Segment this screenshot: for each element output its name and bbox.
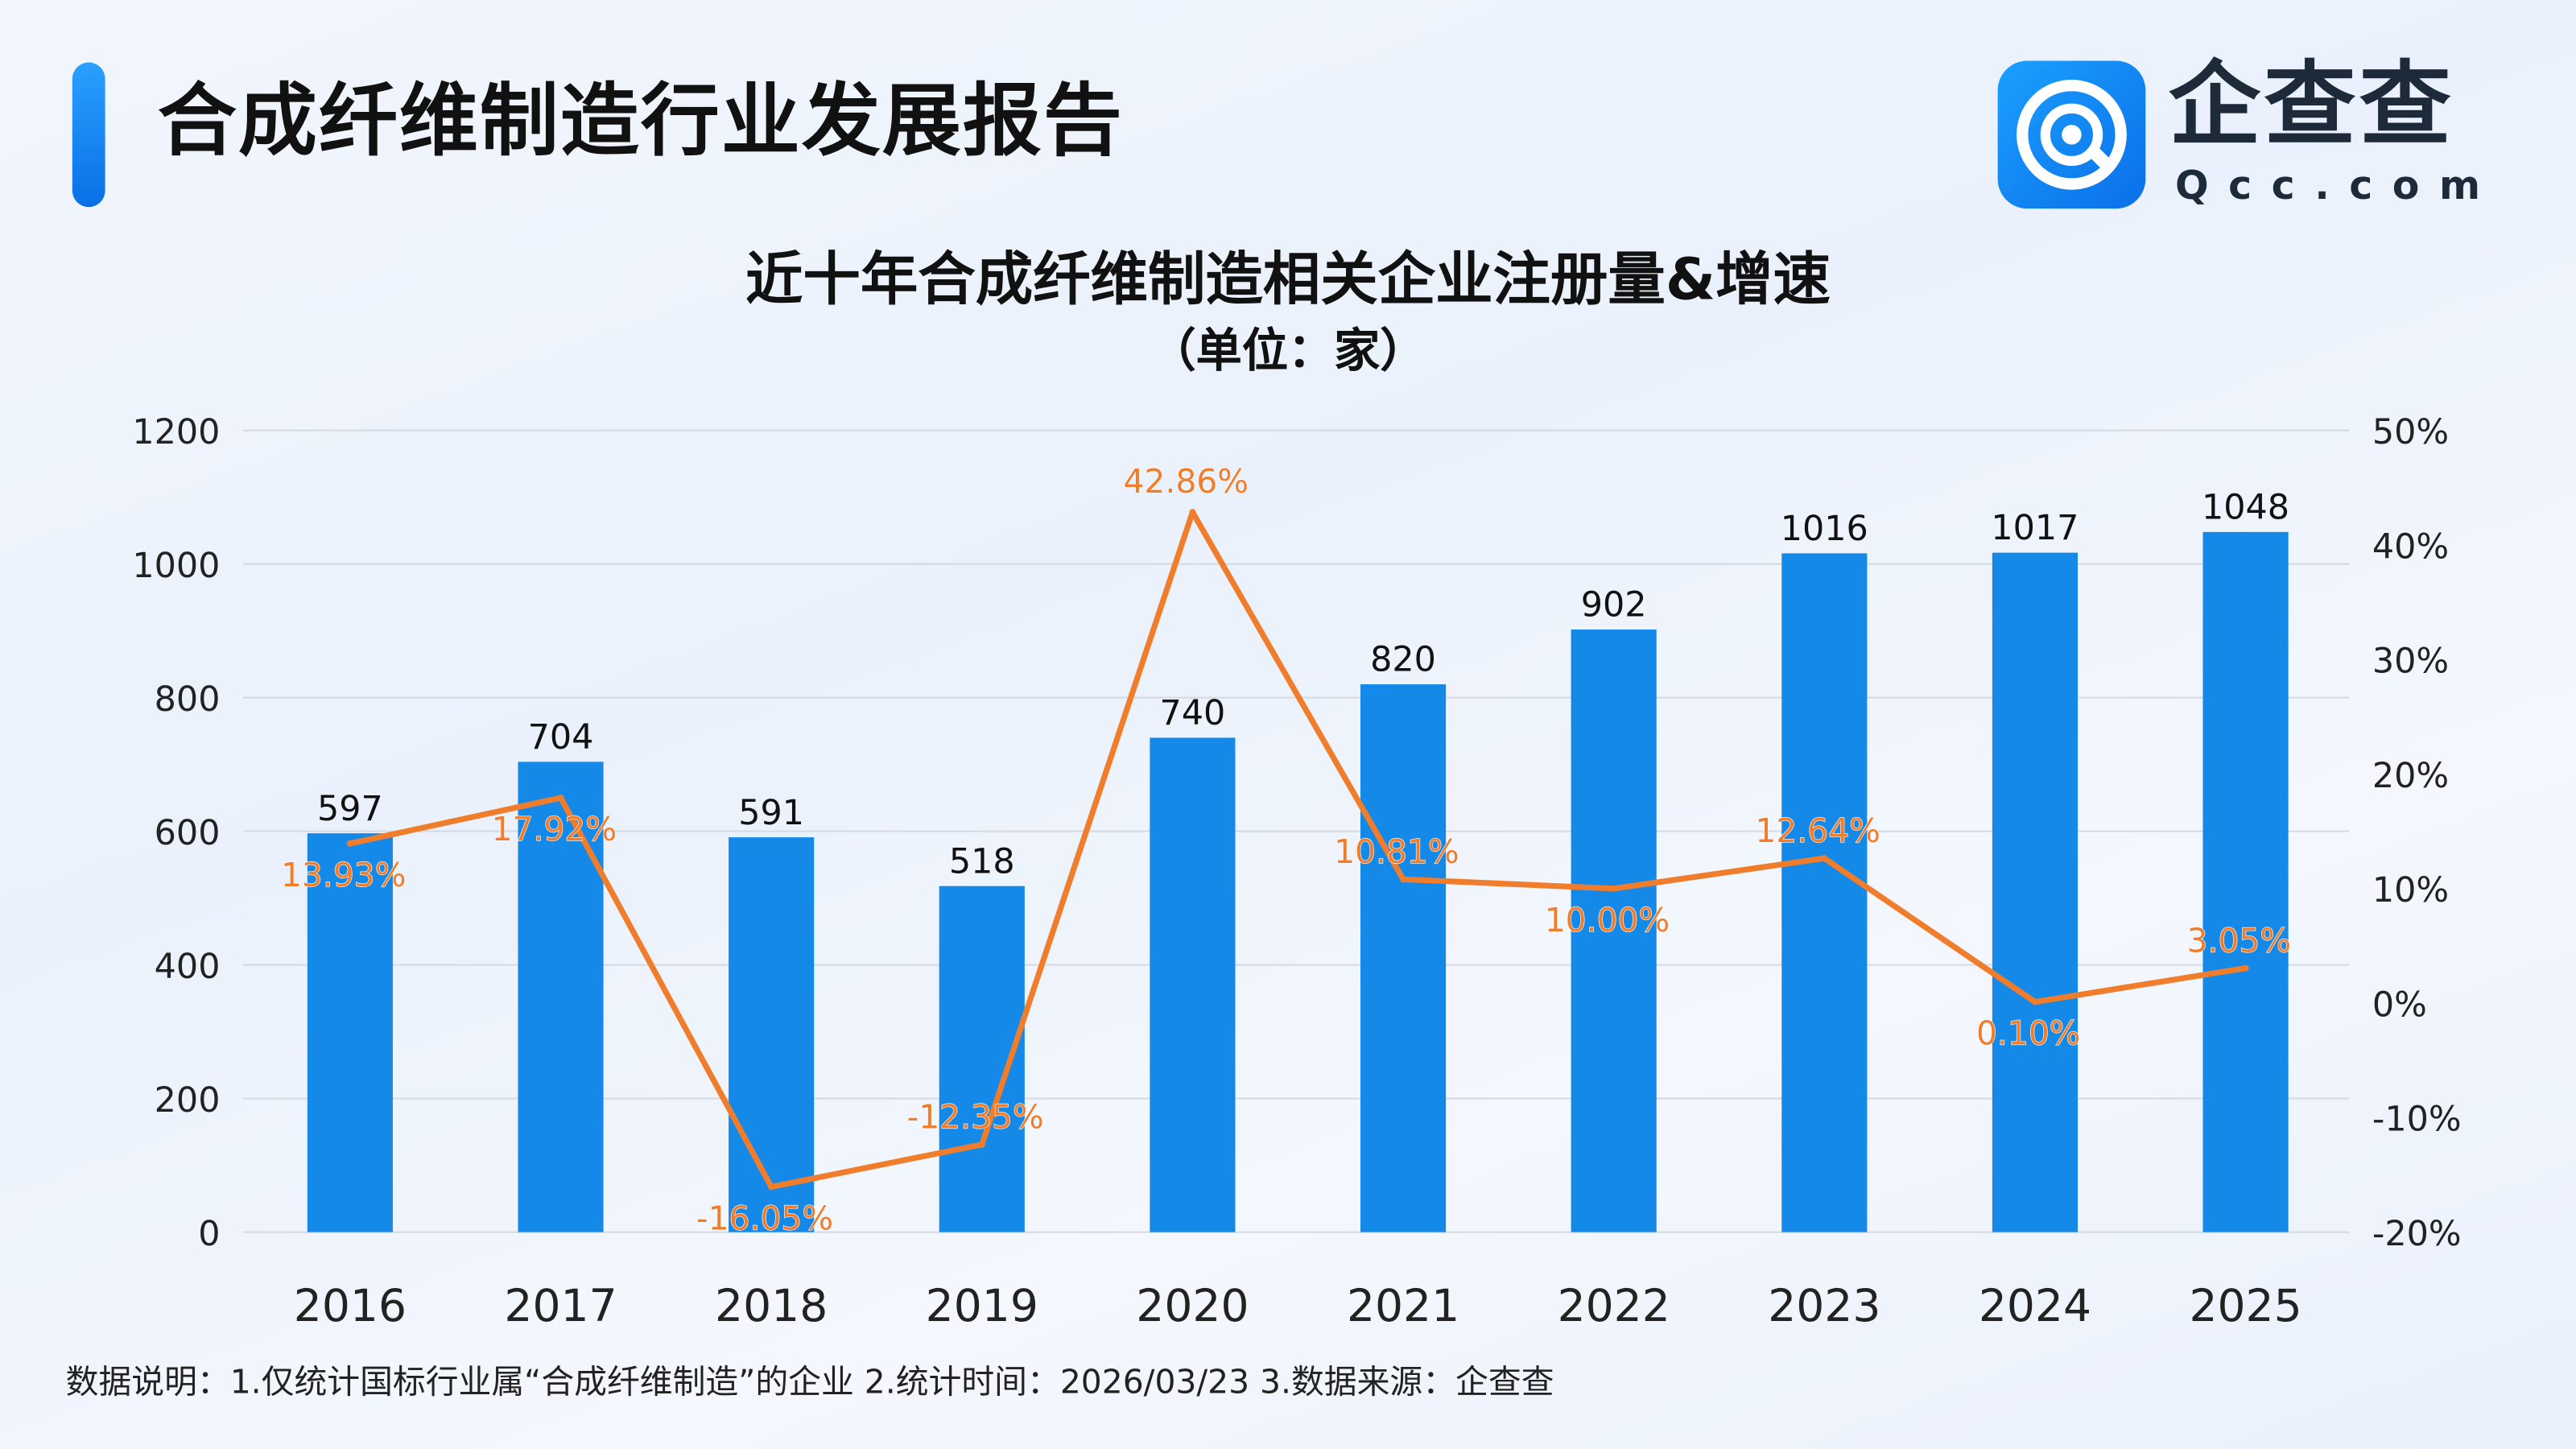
x-axis-tick: 2021	[1347, 1280, 1459, 1331]
bar-label: 1016	[1781, 509, 1868, 549]
x-axis-tick: 2016	[294, 1280, 407, 1331]
growth-label: 10.00%	[1545, 901, 1670, 939]
bar-2017	[518, 762, 604, 1232]
bar-2021	[1360, 684, 1447, 1232]
x-axis-tick: 2022	[1558, 1280, 1670, 1331]
x-axis-tick: 2020	[1136, 1280, 1249, 1331]
right-axis-tick: -10%	[2372, 1100, 2462, 1140]
growth-label: -16.05%	[696, 1199, 833, 1237]
bar-label: 1017	[1991, 508, 2079, 548]
brand-domain: Qcc.com	[2175, 163, 2500, 209]
bar-2022	[1571, 630, 1657, 1232]
growth-point	[1610, 885, 1617, 892]
brand-name: 企查查	[2168, 52, 2454, 159]
growth-label: 17.92%	[492, 810, 617, 848]
bar-2025	[2202, 531, 2289, 1232]
x-axis-tick: 2019	[926, 1280, 1038, 1331]
left-axis-tick: 400	[155, 947, 221, 987]
right-axis-tick: 30%	[2372, 642, 2449, 682]
right-axis-tick: 50%	[2372, 412, 2449, 452]
growth-label: 12.64%	[1755, 811, 1880, 850]
growth-label: 10.81%	[1334, 832, 1459, 871]
bar-label: 591	[738, 793, 804, 833]
growth-point	[557, 795, 564, 802]
growth-label: 13.93%	[281, 856, 407, 894]
growth-label: -12.35%	[906, 1097, 1043, 1136]
growth-point	[768, 1183, 775, 1191]
growth-point	[1399, 876, 1407, 883]
bar-label: 902	[1581, 585, 1647, 625]
report-title: 合成纤维制造行业发展报告	[157, 75, 1124, 168]
growth-point	[346, 840, 353, 847]
x-axis-tick: 2025	[2189, 1280, 2301, 1331]
chart-subtitle: （单位：家）	[1150, 324, 1426, 378]
bar-label: 820	[1370, 640, 1436, 680]
right-axis-tick: 0%	[2372, 985, 2427, 1025]
bar-2023	[1781, 553, 1868, 1232]
growth-label: 0.10%	[1976, 1014, 2081, 1053]
left-axis-tick: 600	[155, 813, 221, 853]
bar-2018	[729, 837, 815, 1232]
left-axis-tick: 1200	[132, 412, 220, 452]
bar-label: 597	[317, 789, 383, 829]
chart-title: 近十年合成纤维制造相关企业注册量&增速	[745, 248, 1831, 314]
right-axis-tick: 40%	[2372, 526, 2449, 567]
x-axis-tick: 2024	[1979, 1280, 2091, 1331]
growth-label: 3.05%	[2187, 921, 2292, 960]
bar-2016	[307, 833, 393, 1232]
left-axis-tick: 1000	[132, 546, 220, 586]
growth-point	[2242, 964, 2249, 972]
right-axis-tick: -20%	[2372, 1214, 2462, 1254]
growth-label: 42.86%	[1123, 462, 1249, 501]
bar-2024	[1992, 552, 2078, 1232]
bar-label: 740	[1160, 693, 1226, 733]
bar-label: 518	[949, 841, 1015, 881]
bar-2020	[1150, 737, 1236, 1232]
title-accent-bar	[72, 62, 105, 208]
qcc-logo-icon	[1997, 60, 2146, 209]
right-axis-tick: 20%	[2372, 756, 2449, 796]
left-axis-tick: 0	[198, 1214, 220, 1254]
growth-point	[1189, 509, 1196, 516]
x-axis-tick: 2017	[504, 1280, 617, 1331]
right-axis-tick: 10%	[2372, 870, 2449, 910]
footer-note: 数据说明：1.仅统计国标行业属“合成纤维制造”的企业 2.统计时间：2026/0…	[65, 1361, 1554, 1402]
growth-line	[349, 509, 2247, 1190]
x-axis-tick: 2023	[1768, 1280, 1880, 1331]
left-axis-tick: 200	[155, 1080, 221, 1121]
bar-label: 1048	[2202, 488, 2289, 528]
growth-point	[978, 1141, 985, 1148]
left-axis-tick: 800	[155, 679, 221, 720]
x-axis-tick: 2018	[715, 1280, 828, 1331]
growth-point	[1821, 855, 1828, 862]
growth-point	[2031, 998, 2039, 1005]
bar-label: 704	[528, 717, 594, 758]
